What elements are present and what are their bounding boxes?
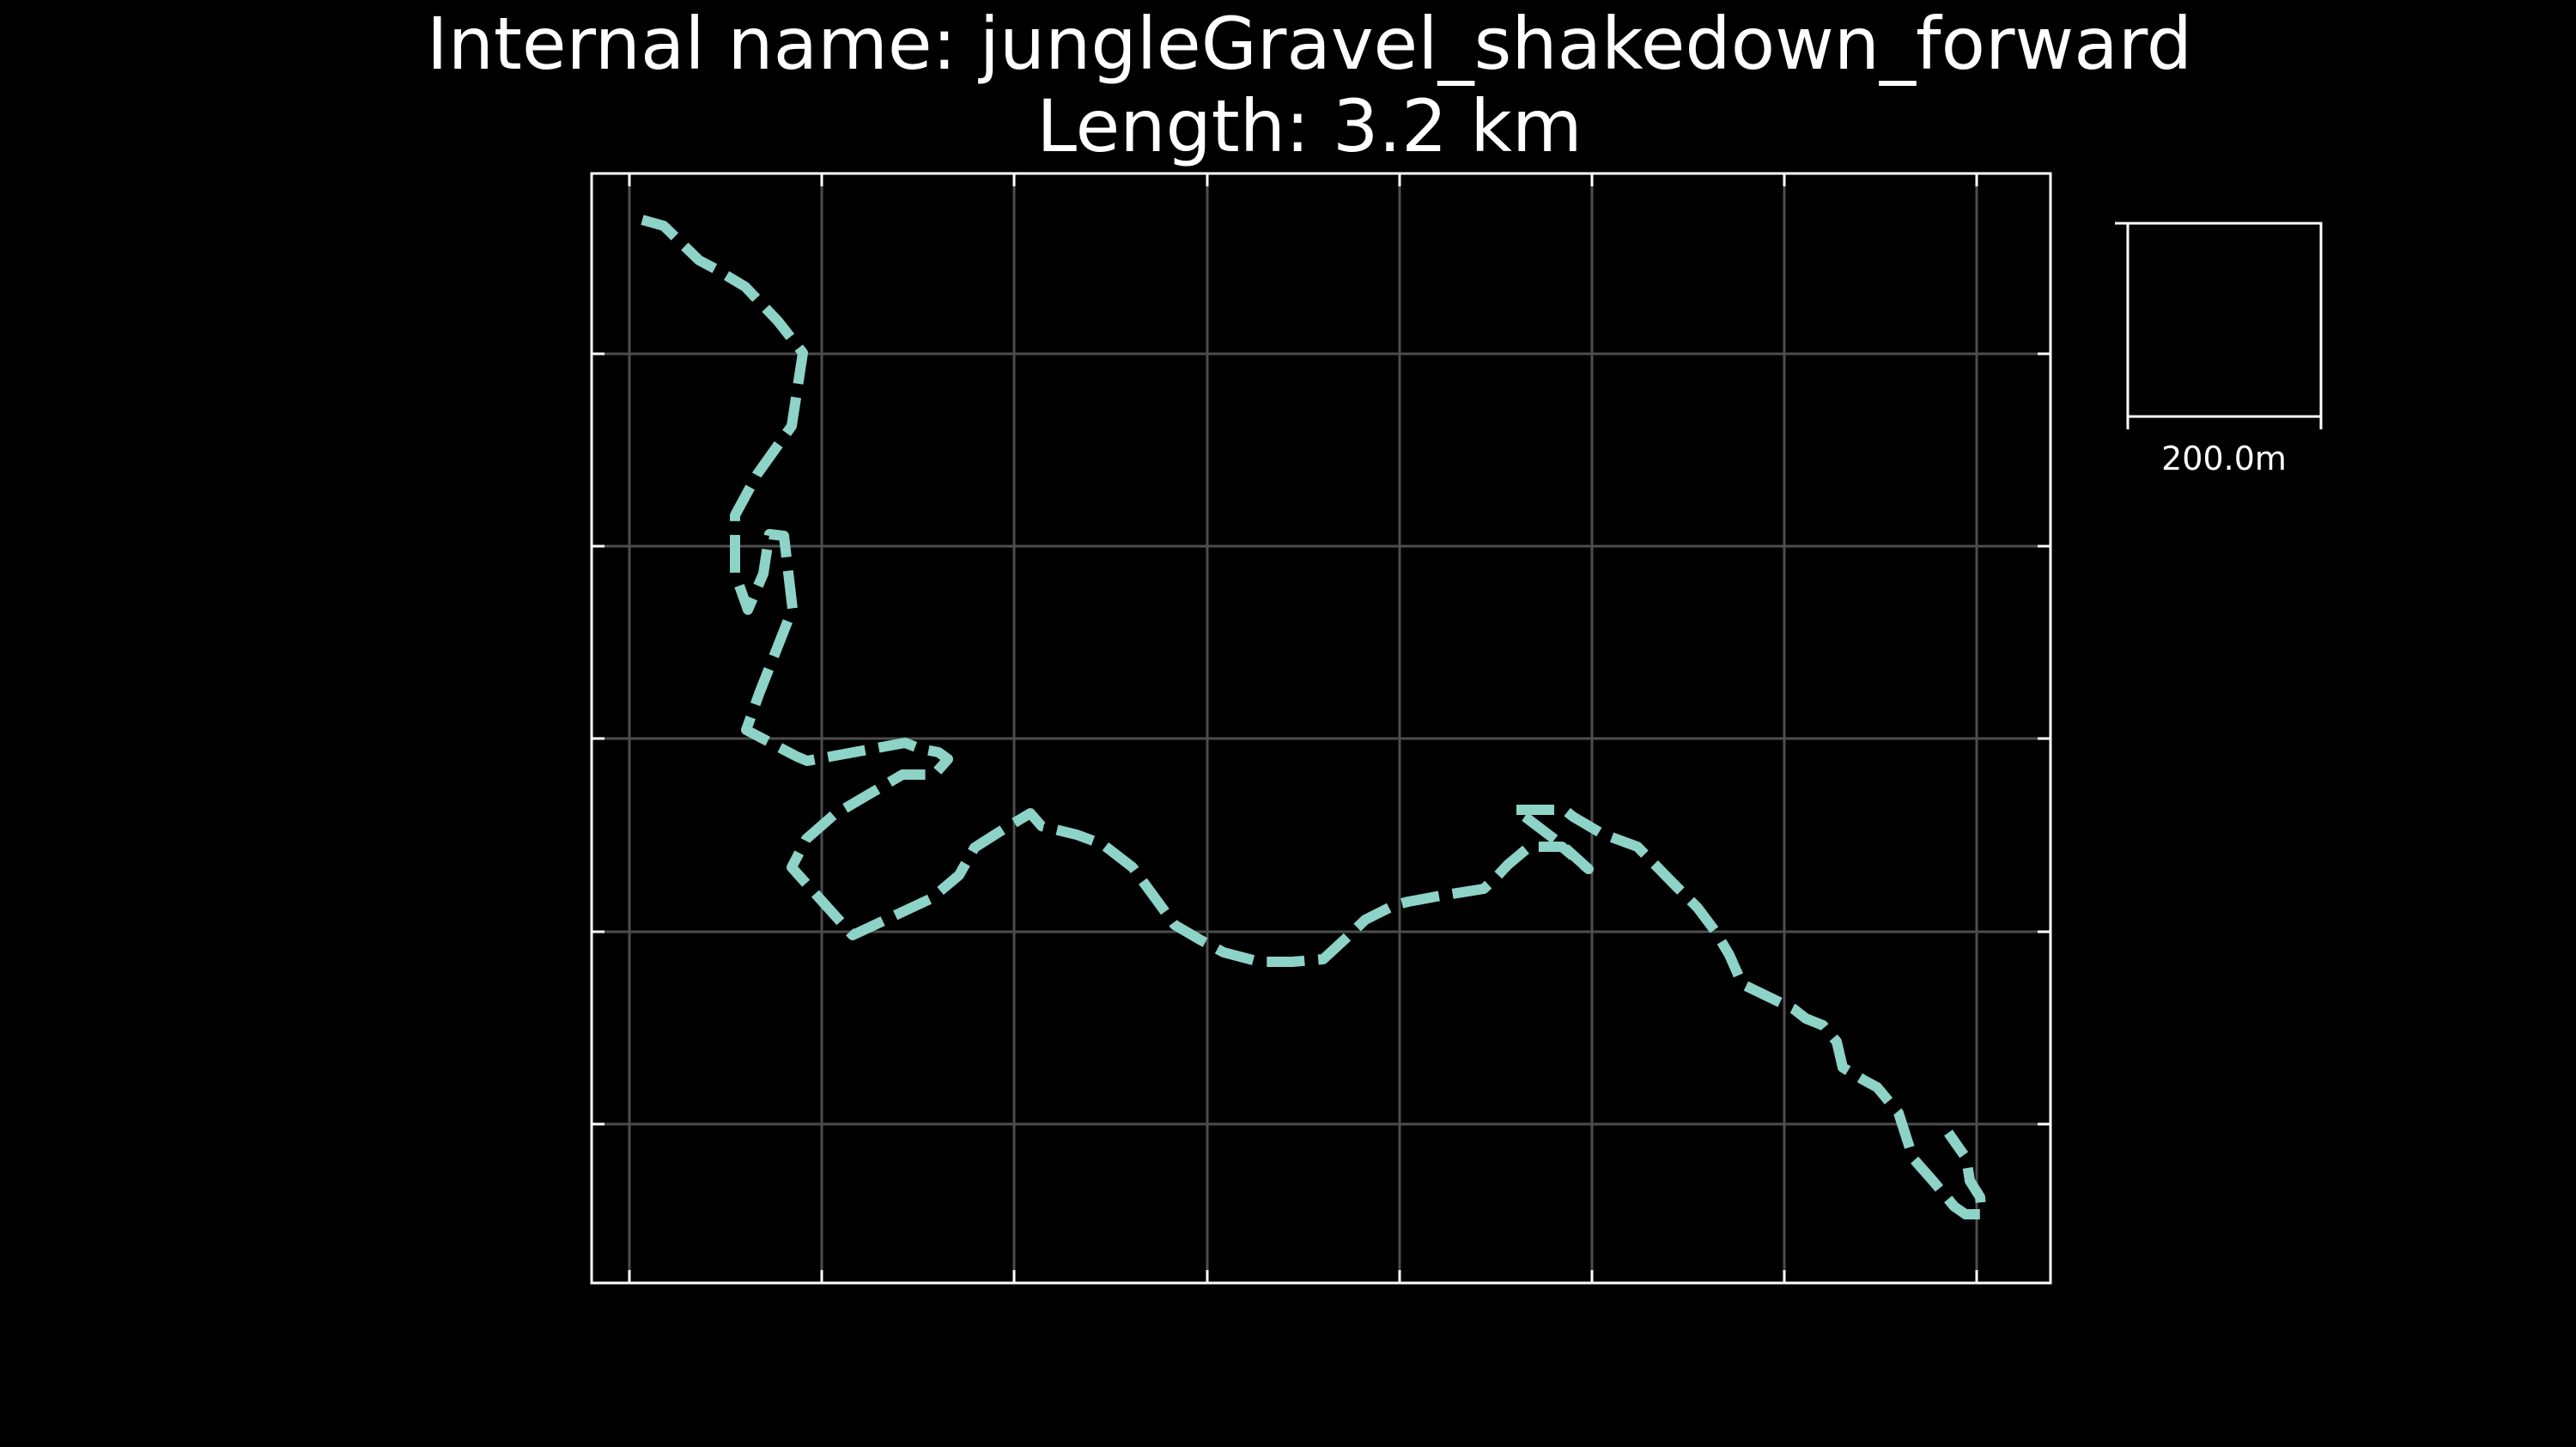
map-title-name: Internal name: jungleGravel_shakedown_fo… — [427, 2, 2192, 86]
scale-box — [2126, 222, 2323, 418]
scale-bar: 200.0m — [2115, 222, 2323, 477]
track-route — [641, 215, 1987, 1219]
axis-ticks — [592, 173, 2050, 1283]
plot-background — [592, 173, 2050, 1283]
plot-area — [590, 172, 2052, 1285]
map-grid — [592, 173, 2050, 1283]
scale-label: 200.0m — [2161, 440, 2287, 477]
plot-frame — [590, 172, 2052, 1285]
map-title-length: Length: 3.2 km — [1036, 84, 1583, 168]
